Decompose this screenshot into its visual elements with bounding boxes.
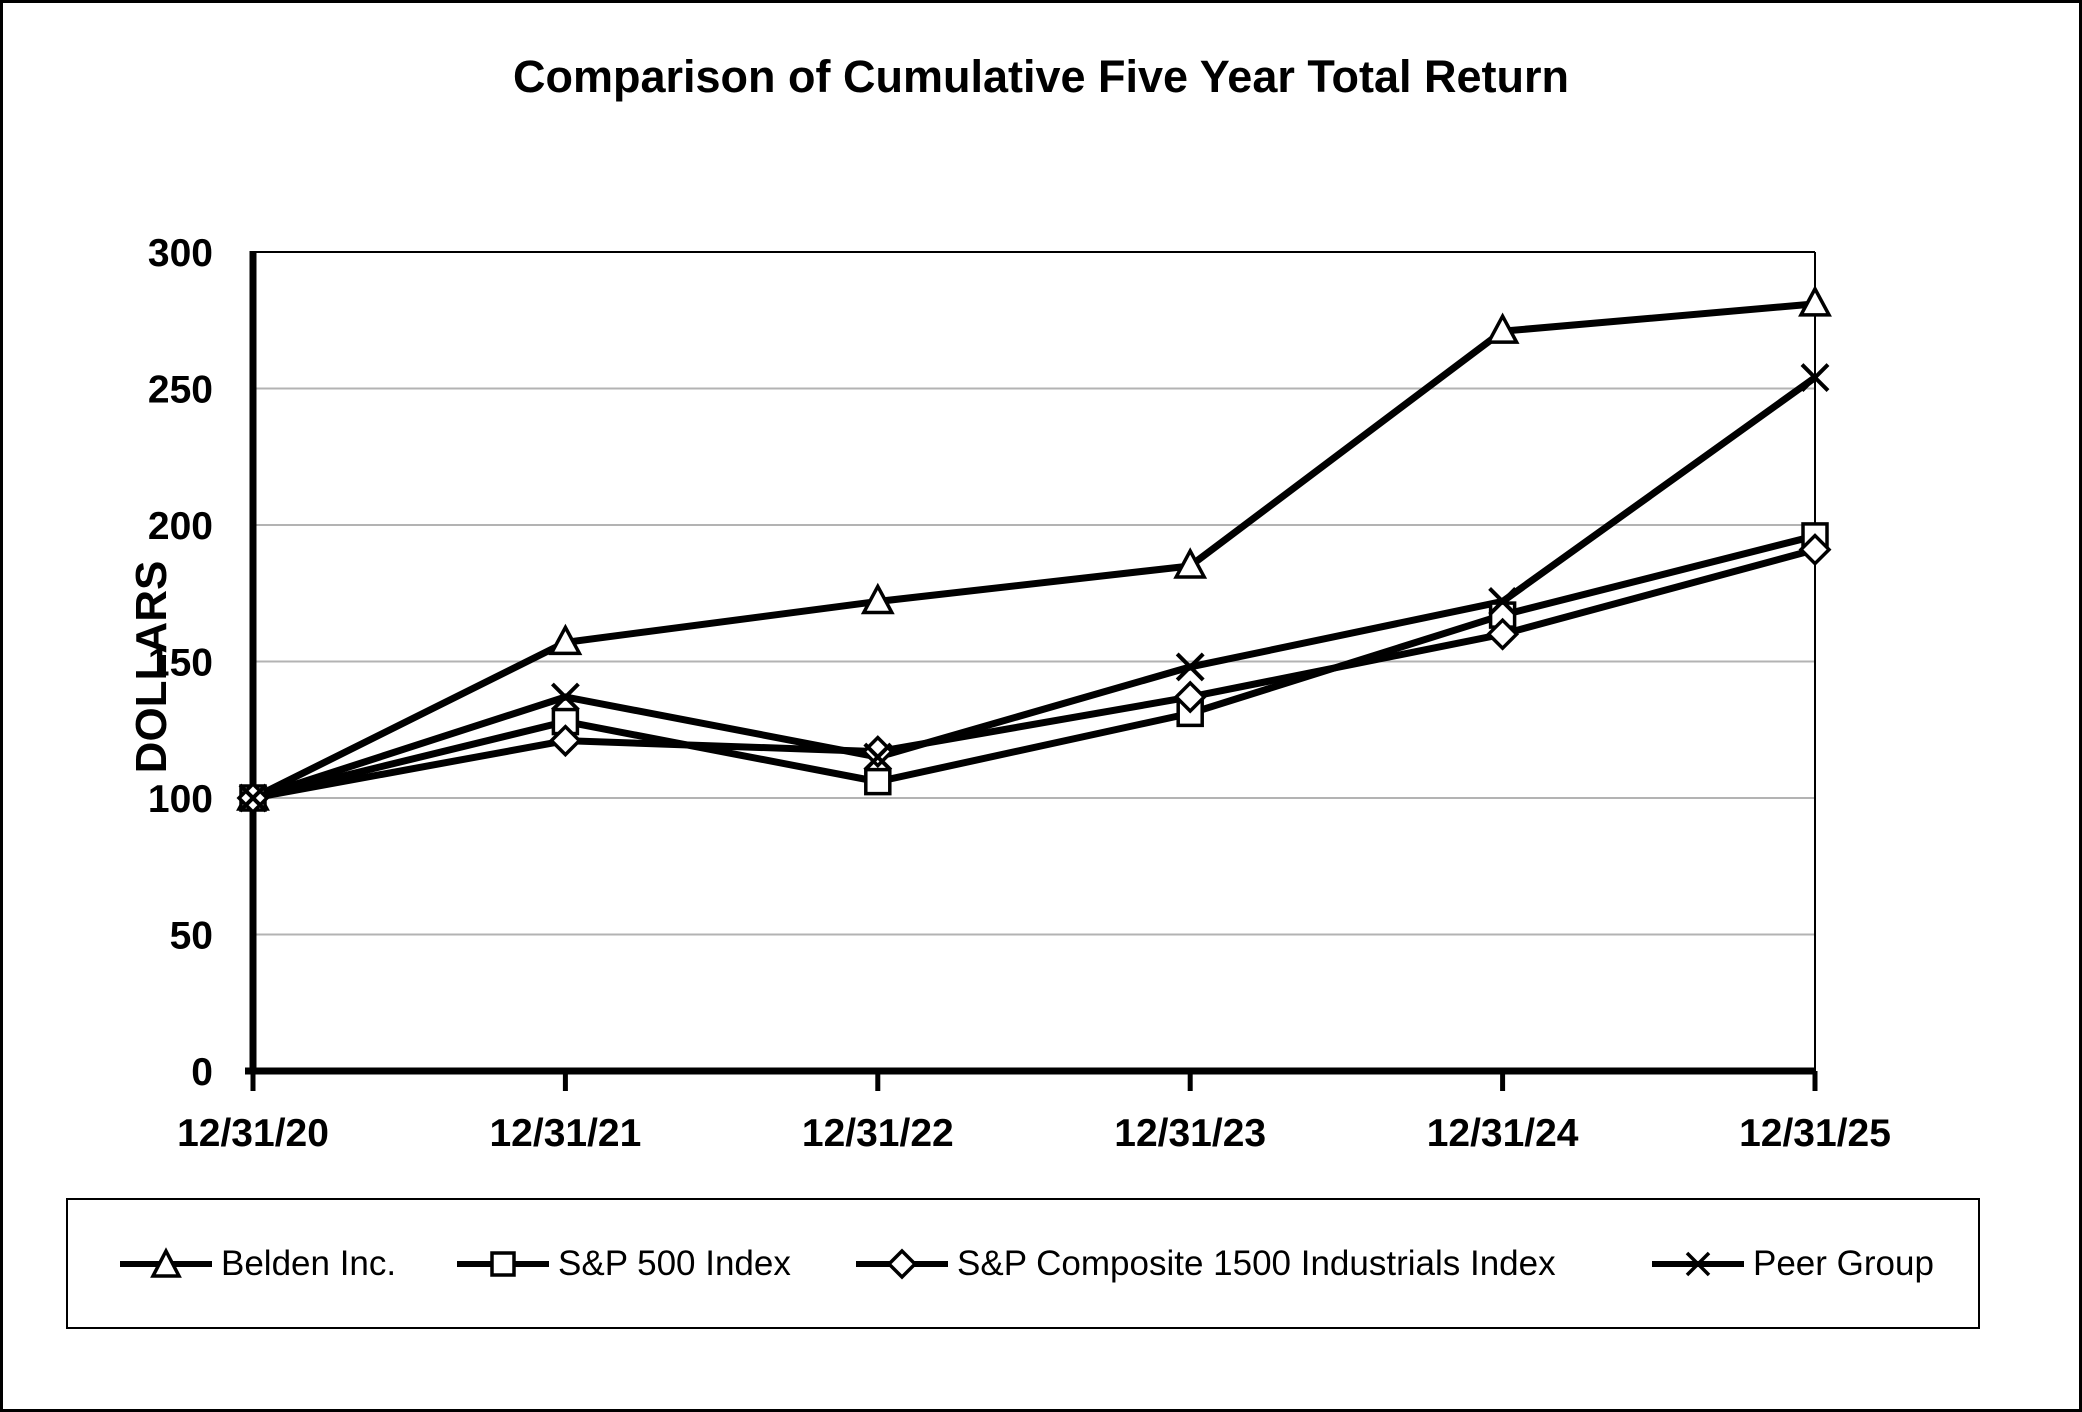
y-tick-label: 150 — [148, 642, 213, 685]
legend-entry-peer-group: Peer Group — [1652, 1200, 1934, 1327]
series-belden-inc-triangle-marker — [548, 623, 583, 656]
legend-label: Peer Group — [1753, 1243, 1934, 1283]
chart-plot: 12/31/20 12/31/21 12/31/22 12/31/23 12/31/24… — [148, 232, 1891, 1155]
series-s-p-composite-1500-industrials-index-diamond-marker — [861, 735, 895, 769]
x-tick-label: 12/31/25 — [1739, 1112, 1891, 1155]
chart-title: Comparison of Cumulative Five Year Total… — [512, 51, 1570, 102]
series-peer-group-x-marker — [550, 682, 580, 712]
series-belden-inc-triangle-marker — [860, 582, 895, 615]
legend-label: Belden Inc. — [221, 1243, 397, 1283]
series-peer-group-x-marker — [1488, 587, 1518, 616]
x-tick-label: 12/31/23 — [1114, 1112, 1266, 1155]
y-tick-label: 300 — [148, 232, 213, 275]
x-tick-label: 12/31/24 — [1427, 1112, 1579, 1155]
series-line-belden-inc — [251, 300, 1816, 802]
legend-label: S&P Composite 1500 Industrials Index — [957, 1243, 1556, 1283]
series-s-p-composite-1500-industrials-index-diamond-marker — [548, 724, 582, 758]
series-belden-inc-triangle-marker — [1173, 547, 1208, 579]
x-tick-label: 12/31/21 — [489, 1112, 641, 1155]
x-tick-label: 12/31/22 — [802, 1112, 954, 1155]
series-peer-group-x-marker — [238, 783, 268, 813]
diamond-marker-icon — [856, 1248, 948, 1279]
triangle-marker-icon — [120, 1246, 212, 1278]
series-peer-group-x-marker — [863, 742, 893, 772]
series-s-p-composite-1500-industrials-index-diamond-marker — [1798, 533, 1832, 567]
square-marker-icon — [457, 1250, 549, 1277]
legend-entry-sp500: S&P 500 Index — [457, 1200, 791, 1327]
x-tick-label: 12/31/20 — [177, 1112, 329, 1155]
series-s-p-composite-1500-industrials-index-diamond-marker — [1486, 617, 1520, 651]
legend-entry-sp1500-industrials: S&P Composite 1500 Industrials Index — [856, 1200, 1556, 1327]
y-tick-label: 100 — [148, 778, 213, 821]
series-s-p-500-index-square-marker — [864, 767, 892, 796]
y-tick-label: 50 — [170, 915, 213, 958]
x-marker-icon — [1652, 1251, 1744, 1276]
legend-entry-belden-inc: Belden Inc. — [120, 1200, 396, 1327]
series-line-s-p-composite-1500-industrials-index — [252, 546, 1816, 802]
series-line-peer-group — [251, 374, 1818, 802]
legend-box: Belden Inc. S&P 500 Index S&P Composite … — [66, 1198, 1980, 1329]
series-line-s-p-500-index — [252, 532, 1816, 802]
series-belden-inc-triangle-marker — [1485, 312, 1520, 344]
series-peer-group-x-marker — [1175, 652, 1205, 682]
series-peer-group-x-marker — [1800, 363, 1830, 392]
legend-label: S&P 500 Index — [558, 1243, 791, 1283]
y-tick-label: 250 — [148, 369, 213, 412]
series-belden-inc-triangle-marker — [1798, 285, 1832, 317]
series-s-p-composite-1500-industrials-index-diamond-marker — [1173, 680, 1207, 714]
y-tick-label: 200 — [148, 505, 213, 548]
y-tick-label: 0 — [191, 1051, 213, 1094]
